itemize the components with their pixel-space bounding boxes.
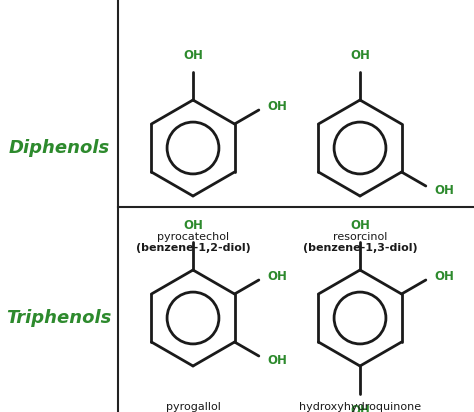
Text: pyrogallol: pyrogallol <box>165 402 220 412</box>
Text: OH: OH <box>183 49 203 62</box>
Text: OH: OH <box>435 183 455 197</box>
Text: (benzene-1,2-diol): (benzene-1,2-diol) <box>136 243 250 253</box>
Text: OH: OH <box>183 219 203 232</box>
Text: Diphenols: Diphenols <box>9 139 109 157</box>
Text: Triphenols: Triphenols <box>6 309 112 327</box>
Text: hydroxyhydroquinone: hydroxyhydroquinone <box>299 402 421 412</box>
Text: OH: OH <box>268 100 288 112</box>
Text: OH: OH <box>435 269 455 283</box>
Text: resorcinol: resorcinol <box>333 232 387 242</box>
Text: (benzene-1,3-diol): (benzene-1,3-diol) <box>303 243 417 253</box>
Text: pyrocatechol: pyrocatechol <box>157 232 229 242</box>
Text: OH: OH <box>350 404 370 412</box>
Text: OH: OH <box>268 353 288 367</box>
Text: OH: OH <box>268 269 288 283</box>
Text: OH: OH <box>350 49 370 62</box>
Text: OH: OH <box>350 219 370 232</box>
